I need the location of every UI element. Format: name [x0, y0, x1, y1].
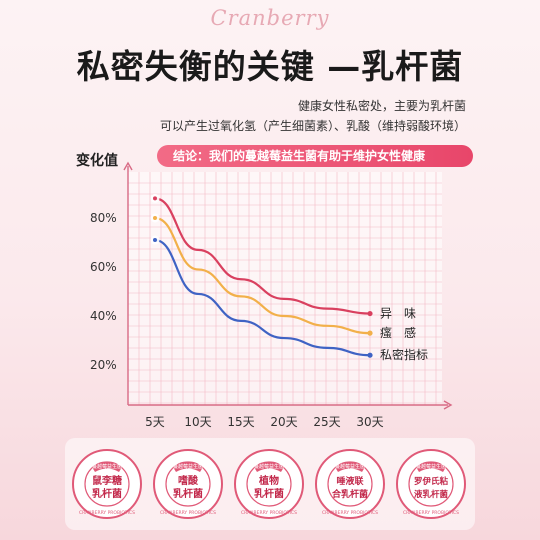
svg-text:蔓越莓益生菌: 蔓越莓益生菌 — [173, 463, 203, 470]
y-tick-label: 20% — [90, 358, 117, 372]
series-start-dot — [153, 216, 157, 220]
y-tick-label: 80% — [90, 211, 117, 225]
series-line — [153, 238, 372, 357]
x-tick-label: 15天 — [227, 415, 254, 429]
svg-text:乳杆菌: 乳杆菌 — [92, 487, 122, 500]
svg-text:蔓越莓益生菌: 蔓越莓益生菌 — [92, 463, 122, 470]
strain-stamp: 蔓越莓益生菌 唾液联 合乳杆菌 CRANBERRY PROBIOTICS — [314, 448, 386, 520]
chart-axes — [123, 161, 453, 410]
svg-text:鼠李糖: 鼠李糖 — [92, 474, 122, 487]
svg-text:植物: 植物 — [258, 474, 279, 487]
series-label: 瘙 感 — [380, 325, 416, 340]
svg-text:CRANBERRY PROBIOTICS: CRANBERRY PROBIOTICS — [160, 510, 216, 516]
subtitle-line-2: 可以产生过氧化氢（产生细菌素）、乳酸（维持弱酸环境） — [159, 119, 466, 133]
y-tick-label: 40% — [90, 309, 117, 323]
series-end-point — [367, 352, 373, 358]
series-line — [153, 197, 372, 315]
y-tick-label: 60% — [90, 260, 117, 274]
stamp-seal-icon: 蔓越莓益生菌 植物 乳杆菌 CRANBERRY PROBIOTICS — [234, 449, 304, 519]
y-axis-label: 变化值 — [76, 153, 118, 169]
series-end-point — [367, 310, 373, 317]
svg-text:液乳杆菌: 液乳杆菌 — [414, 489, 449, 500]
x-tick-label: 10天 — [184, 415, 211, 429]
series-label: 异 味 — [380, 307, 416, 321]
plot-area — [128, 172, 442, 405]
svg-text:CRANBERRY PROBIOTICS: CRANBERRY PROBIOTICS — [79, 510, 135, 516]
svg-text:乳杆菌: 乳杆菌 — [173, 487, 203, 500]
series-start-dot — [153, 238, 157, 243]
chart-grid — [128, 172, 442, 405]
svg-text:唾液联: 唾液联 — [336, 475, 364, 487]
conclusion-banner: 结论：我们的蔓越莓益生菌有助于维护女性健康 — [157, 145, 473, 167]
svg-text:嗜酸: 嗜酸 — [178, 474, 199, 487]
stamp-seal-icon: 蔓越莓益生菌 罗伊氏粘 液乳杆菌 CRANBERRY PROBIOTICS — [396, 449, 466, 519]
stamp-seal-icon: 蔓越莓益生菌 嗜酸 乳杆菌 CRANBERRY PROBIOTICS — [153, 449, 223, 519]
svg-text:罗伊氏粘: 罗伊氏粘 — [414, 476, 449, 487]
y-axis-arrow — [123, 161, 133, 171]
series-start-dot — [153, 196, 157, 201]
chart-tick-labels: 80% 60% 40% 20% 5天 10天 15天 20天 25天 30天 — [90, 211, 384, 429]
svg-text:合乳杆菌: 合乳杆菌 — [332, 488, 368, 500]
x-tick-label: 30天 — [356, 415, 383, 429]
svg-text:CRANBERRY PROBIOTICS: CRANBERRY PROBIOTICS — [403, 510, 459, 516]
x-tick-label: 25天 — [313, 415, 340, 429]
svg-text:乳杆菌: 乳杆菌 — [254, 487, 284, 500]
strain-stamp: 蔓越莓益生菌 植物 乳杆菌 CRANBERRY PROBIOTICS — [233, 448, 305, 520]
series-end-point — [367, 330, 373, 336]
svg-text:蔓越莓益生菌: 蔓越莓益生菌 — [416, 463, 446, 470]
subtitle-line-1: 健康女性私密处，主要为乳杆菌 — [297, 99, 466, 113]
svg-text:CRANBERRY PROBIOTICS: CRANBERRY PROBIOTICS — [322, 510, 378, 516]
strain-stamp: 蔓越莓益生菌 鼠李糖 乳杆菌 CRANBERRY PROBIOTICS — [71, 448, 143, 520]
x-tick-label: 20天 — [270, 415, 297, 429]
strain-stamp: 蔓越莓益生菌 嗜酸 乳杆菌 CRANBERRY PROBIOTICS — [152, 448, 224, 520]
svg-text:蔓越莓益生菌: 蔓越莓益生菌 — [335, 463, 365, 470]
series-label: 私密指标 — [380, 347, 428, 362]
stamp-seal-icon: 蔓越莓益生菌 鼠李糖 乳杆菌 CRANBERRY PROBIOTICS — [72, 449, 142, 519]
stamp-seal-icon: 蔓越莓益生菌 唾液联 合乳杆菌 CRANBERRY PROBIOTICS — [315, 449, 385, 519]
x-tick-label: 5天 — [145, 415, 165, 429]
svg-text:蔓越莓益生菌: 蔓越莓益生菌 — [254, 463, 284, 470]
page-title: 私密失衡的关键 —乳杆菌 — [76, 47, 464, 86]
chart-series — [150, 193, 373, 358]
x-axis-arrow — [443, 400, 453, 410]
brand-logo: Cranberry — [210, 6, 330, 30]
probiotic-strains-panel: 蔓越莓益生菌 鼠李糖 乳杆菌 CRANBERRY PROBIOTICS 蔓越莓益… — [65, 438, 475, 530]
series-line — [153, 216, 372, 335]
strain-stamp: 蔓越莓益生菌 罗伊氏粘 液乳杆菌 CRANBERRY PROBIOTICS — [395, 448, 467, 520]
svg-text:CRANBERRY PROBIOTICS: CRANBERRY PROBIOTICS — [241, 510, 297, 516]
